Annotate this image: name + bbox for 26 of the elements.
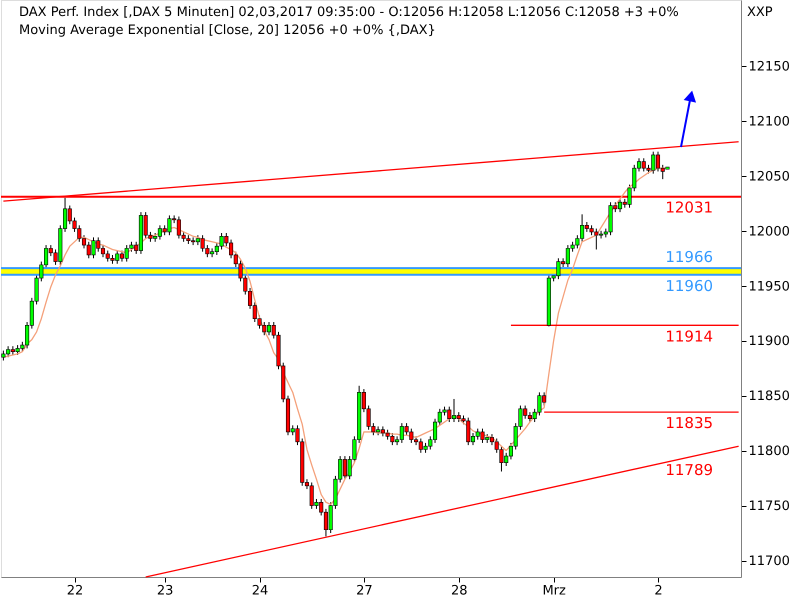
y-tick-label: 11750	[748, 499, 790, 514]
ref-line-label: 12031	[665, 198, 714, 217]
text: Moving Average Exponential [Close, 20] 12056 +0 +0% {,DAX}	[19, 23, 436, 38]
annotation: 11789	[665, 461, 714, 479]
x-tick-label: 24	[252, 584, 268, 598]
y-tick-label: 11700	[748, 554, 790, 570]
y-tick-label: 11900	[748, 334, 790, 350]
ref-line-label: 11966	[665, 248, 714, 266]
y-tick-label: 11950	[748, 279, 790, 294]
x-tick-label: Mrz	[542, 584, 566, 598]
text: XXP	[747, 5, 773, 20]
annotation: 11835	[665, 414, 714, 432]
x-tick-label: 23	[156, 584, 174, 598]
y-tick-label: 12150	[748, 59, 790, 74]
annotation: 11914	[665, 327, 714, 346]
y-tick-label: 12000	[748, 224, 790, 240]
x-tick-label: 28	[450, 584, 468, 598]
y-tick-label: 11800	[748, 444, 790, 460]
y-tick-label: 12050	[748, 169, 790, 184]
ref-line-label: 11960	[665, 276, 714, 295]
chart-title: DAX Perf. Index [,DAX 5 Minuten] 02,03,2017 09:35:00 - O:12056 H:12058 L:12056 C:12058 +3 +0%	[19, 5, 679, 20]
x-tick-label: 2	[654, 584, 663, 598]
x-tick-label: 27	[356, 584, 373, 598]
x-tick-label: 22	[66, 584, 84, 598]
y-tick-label: 11850	[748, 389, 790, 404]
y-tick-label: 12100	[748, 114, 790, 130]
